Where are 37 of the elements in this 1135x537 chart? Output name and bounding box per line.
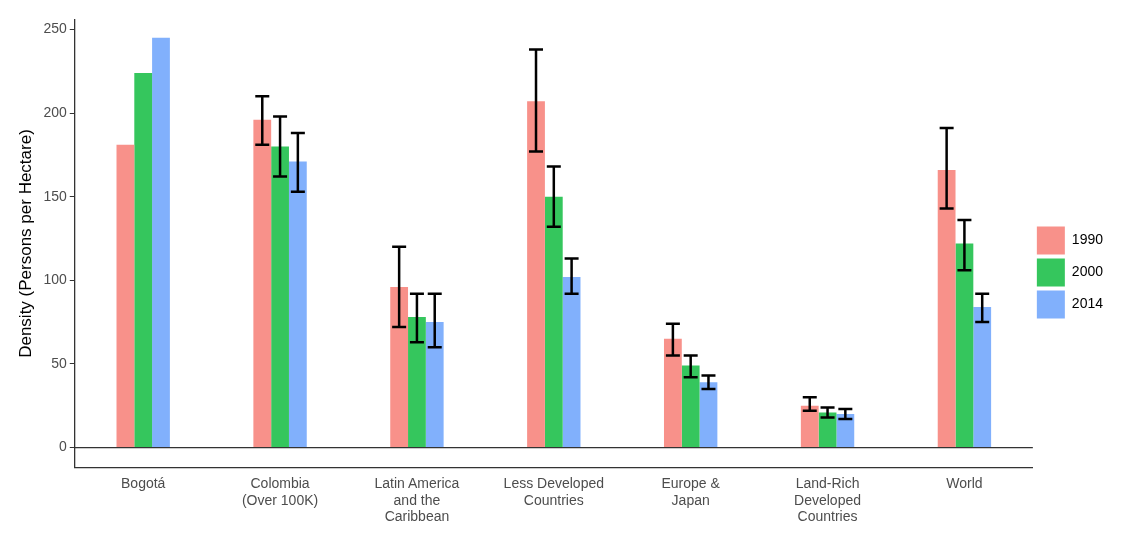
y-tick-label: 200 [43, 103, 67, 120]
y-tick-label: 50 [51, 354, 67, 371]
x-tick-label: Land-Rich Developed Countries [794, 474, 862, 525]
x-tick-label: Bogotá [121, 474, 166, 491]
bar [937, 169, 956, 448]
legend-label: 2014 [1071, 295, 1104, 312]
bar [681, 365, 700, 448]
bar [390, 286, 409, 448]
bar [544, 196, 563, 448]
bar [152, 37, 170, 448]
bar [955, 243, 974, 448]
x-tick-label: Colombia (Over 100K) [241, 474, 319, 508]
bar [836, 414, 855, 448]
bar [134, 72, 153, 448]
bar [425, 322, 444, 448]
y-tick-label: 0 [58, 438, 67, 455]
x-tick-label: Europe & Japan [661, 474, 721, 508]
x-tick-label: World [946, 474, 983, 491]
bar [408, 317, 426, 448]
bar [562, 276, 581, 448]
x-tick-label: Less Developed Countries [503, 474, 605, 508]
bar [663, 338, 682, 448]
bar [699, 382, 718, 448]
bar [253, 119, 272, 448]
bar [288, 161, 307, 448]
y-axis-title: Density (Persons per Hectare) [15, 129, 35, 358]
y-tick-label: 250 [43, 20, 67, 37]
bar [271, 146, 289, 448]
y-tick-label: 150 [43, 187, 67, 204]
legend-label: 2000 [1071, 263, 1104, 280]
bar [527, 101, 545, 448]
bar [116, 144, 135, 448]
legend-label: 1990 [1071, 231, 1104, 248]
y-tick-label: 100 [43, 271, 67, 288]
x-tick-label: Latin America and the Caribbean [374, 474, 460, 525]
bar [800, 405, 819, 448]
bar [973, 307, 992, 448]
